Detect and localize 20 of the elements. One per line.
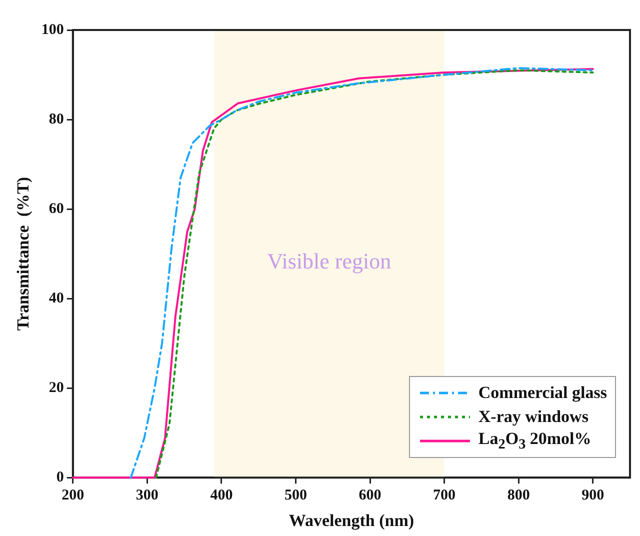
x-axis-title: Wavelength (nm) (288, 511, 414, 530)
x-tick-label: 900 (582, 487, 604, 504)
y-tick-label: 60 (48, 200, 64, 217)
legend-label: Commercial glass (478, 383, 607, 403)
legend-label: La$_{2}$O$_{3}$ 20mol% (478, 428, 592, 454)
y-tick-label: 0 (56, 469, 64, 486)
y-tick-label: 40 (48, 290, 64, 306)
band-label: Visible region (267, 248, 392, 274)
legend-label: X-ray windows (478, 407, 588, 427)
x-tick-label: 600 (358, 487, 382, 504)
x-tick-label: 200 (62, 487, 84, 504)
x-tick-label: 300 (136, 487, 158, 504)
x-tick-label: 700 (433, 487, 456, 504)
x-tick-label: 400 (210, 487, 233, 504)
x-tick-label: 800 (507, 487, 530, 504)
x-tick-label: 500 (284, 487, 307, 504)
y-tick-label: 20 (48, 380, 64, 396)
y-tick-label: 80 (48, 111, 64, 128)
y-axis-title: Transmittance (%T) (14, 176, 33, 331)
y-tick-label: 100 (41, 22, 64, 38)
